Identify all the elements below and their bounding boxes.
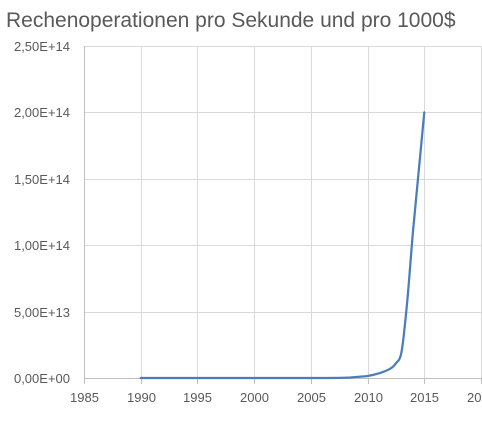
y-tick-label: 5,00E+13 <box>14 305 70 320</box>
x-tick-label: 1990 <box>127 390 156 405</box>
grid <box>84 46 482 378</box>
series <box>139 111 426 380</box>
x-tick-label: 2020 <box>467 390 482 405</box>
x-tick-label: 2005 <box>297 390 326 405</box>
axes: 0,00E+00 5,00E+13 1,00E+14 1,50E+14 2,00E+14… <box>14 39 482 405</box>
series-line <box>139 111 426 380</box>
y-tick-label: 1,50E+14 <box>14 172 70 187</box>
y-tick-label: 2,00E+14 <box>14 105 70 120</box>
x-tick-label: 1985 <box>70 390 99 405</box>
y-tick-label: 0,00E+00 <box>14 371 70 386</box>
x-tick-label: 1995 <box>183 390 212 405</box>
x-tick-label: 2015 <box>410 390 439 405</box>
chart-title: Rechenoperationen pro Sekunde und pro 10… <box>6 9 456 32</box>
y-tick-label: 2,50E+14 <box>14 39 70 54</box>
y-tick-label: 1,00E+14 <box>14 238 70 253</box>
x-tick-label: 2000 <box>240 390 269 405</box>
x-tick-label: 2010 <box>354 390 383 405</box>
